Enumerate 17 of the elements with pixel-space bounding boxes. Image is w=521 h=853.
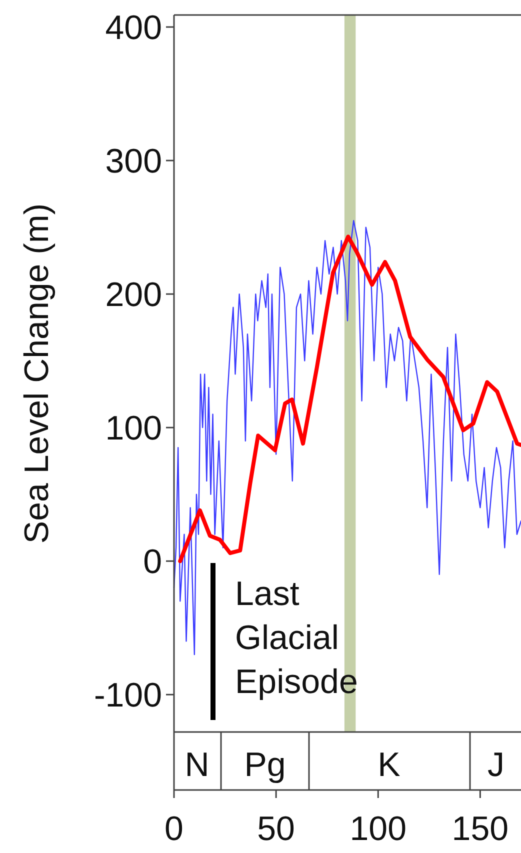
x-tick-label: 100 xyxy=(350,810,406,848)
x-tick-label: 150 xyxy=(452,810,509,848)
y-tick-label: 100 xyxy=(105,409,162,448)
y-tick-label: -100 xyxy=(94,676,162,715)
y-axis-title: Sea Level Change (m) xyxy=(18,203,56,544)
annotation: Last Glacial Episode xyxy=(235,575,358,701)
y-tick-label: 400 xyxy=(105,8,162,47)
x-tick-label: 50 xyxy=(257,810,295,848)
line-series xyxy=(173,220,521,656)
text: N xyxy=(184,746,210,784)
y-tick-label: 200 xyxy=(105,276,162,314)
text: J xyxy=(488,746,504,784)
y-tick-label: 300 xyxy=(105,142,162,180)
text: K xyxy=(378,746,401,784)
text: Pg xyxy=(244,746,286,784)
line-series xyxy=(178,234,521,564)
y-tick-label: 0 xyxy=(143,542,162,581)
